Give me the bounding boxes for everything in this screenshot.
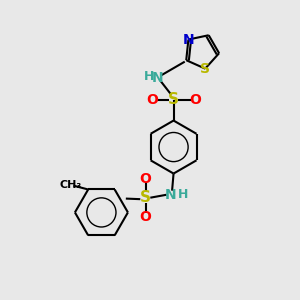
Text: N: N: [183, 32, 194, 46]
Text: CH₃: CH₃: [59, 180, 82, 190]
Text: O: O: [140, 210, 152, 224]
Text: S: S: [200, 61, 210, 76]
Text: O: O: [146, 93, 158, 107]
Text: S: S: [168, 92, 179, 107]
Text: N: N: [152, 71, 163, 85]
Text: H: H: [144, 70, 154, 83]
Text: N: N: [165, 188, 176, 202]
Text: H: H: [178, 188, 188, 201]
Text: O: O: [140, 172, 152, 186]
Text: O: O: [189, 93, 201, 107]
Text: S: S: [140, 190, 151, 205]
